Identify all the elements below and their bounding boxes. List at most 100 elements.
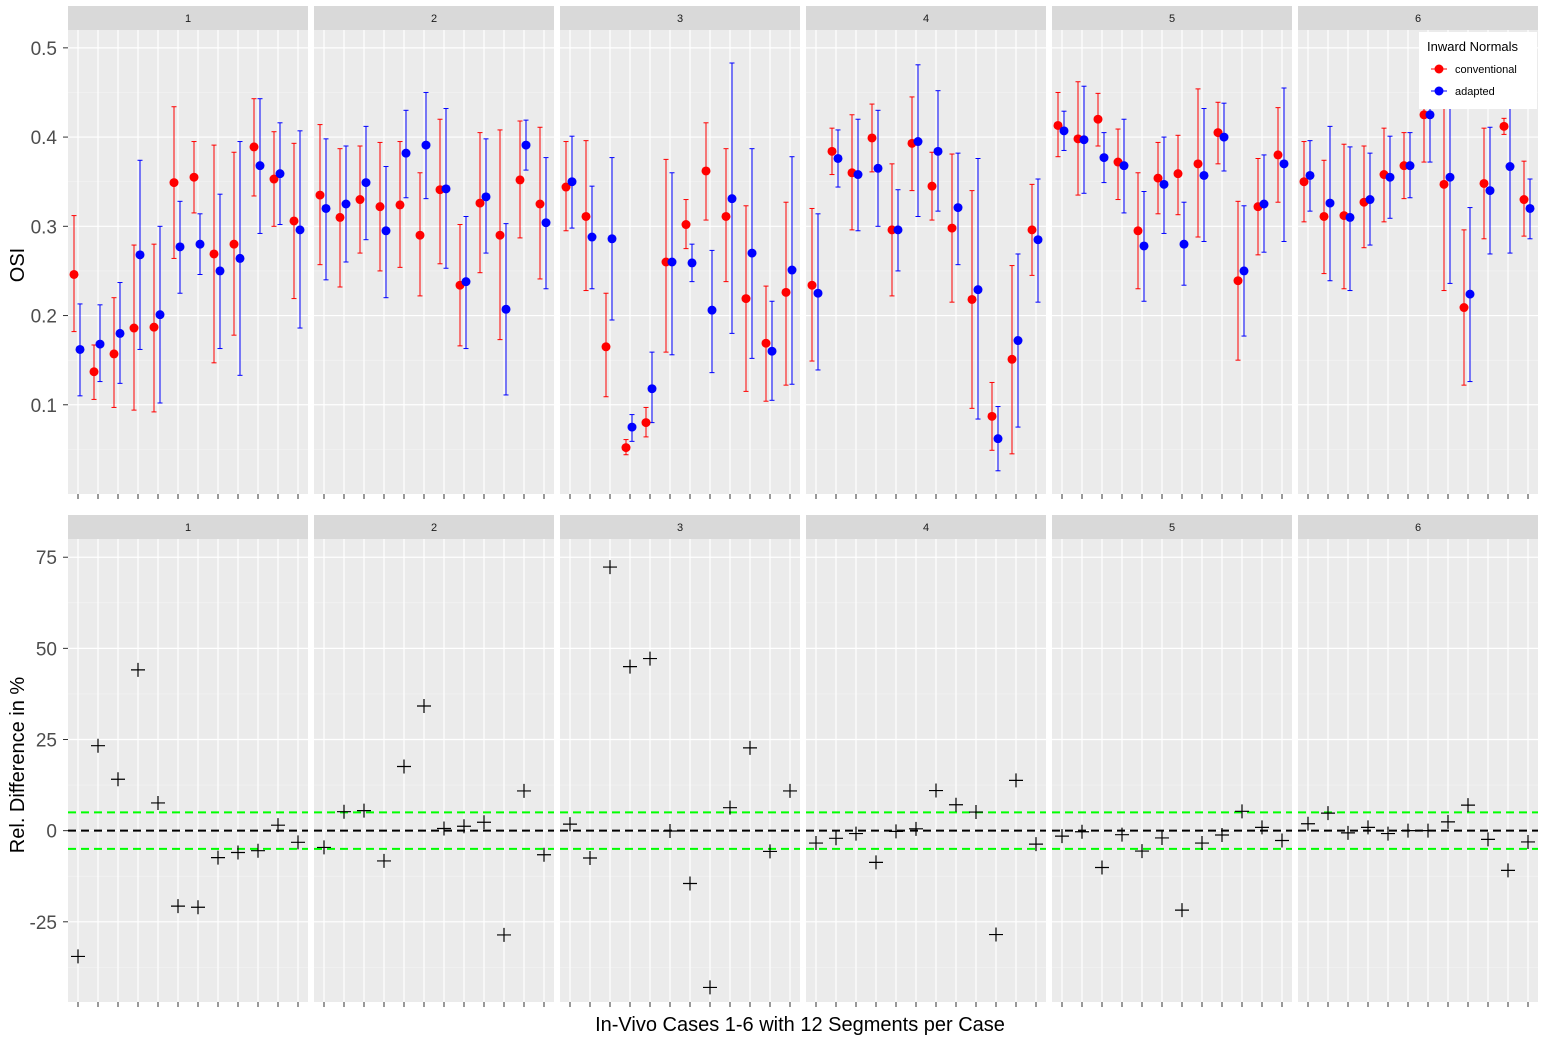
- point-adapted: [727, 194, 737, 204]
- cross-marker: [783, 783, 797, 798]
- cross-marker: [337, 804, 351, 819]
- panel-background: [806, 539, 1046, 1002]
- facet-strip: [314, 515, 554, 539]
- point-adapted: [1059, 126, 1069, 136]
- panel-background: [560, 539, 800, 1002]
- point-conventional: [1519, 195, 1529, 205]
- cross-marker: [583, 850, 597, 865]
- point-adapted: [1239, 266, 1249, 276]
- cross-marker: [417, 698, 431, 713]
- facet-strip-label: 6: [1415, 522, 1421, 534]
- legend-key-conventional: [1434, 64, 1444, 74]
- cross-marker: [563, 817, 577, 832]
- point-conventional: [867, 133, 877, 143]
- cross-marker: [1175, 903, 1189, 918]
- cross-marker: [1235, 804, 1249, 819]
- cross-marker: [131, 662, 145, 677]
- cross-marker: [969, 805, 983, 820]
- panel-background: [560, 30, 800, 494]
- point-conventional: [289, 216, 299, 226]
- point-adapted: [687, 258, 697, 268]
- point-adapted: [893, 225, 903, 235]
- facet-panel-3: 3: [560, 6, 800, 499]
- point-conventional: [761, 338, 771, 348]
- cross-marker: [231, 845, 245, 860]
- cross-marker: [889, 824, 903, 839]
- cross-marker: [663, 824, 677, 839]
- facet-panel-4: 4: [806, 6, 1046, 499]
- point-conventional: [561, 182, 571, 192]
- facet-strip-label: 3: [677, 13, 683, 25]
- point-adapted: [873, 163, 883, 173]
- point-conventional: [1133, 226, 1143, 236]
- y-tick-label: 0.3: [31, 217, 57, 238]
- cross-marker: [1115, 827, 1129, 842]
- cross-marker: [271, 818, 285, 833]
- point-conventional: [741, 294, 751, 304]
- y-tick-label: 75: [36, 548, 57, 569]
- point-conventional: [515, 175, 525, 185]
- cross-marker: [723, 800, 737, 815]
- point-adapted: [175, 242, 185, 252]
- point-adapted: [587, 232, 597, 242]
- point-conventional: [781, 287, 791, 297]
- cross-marker: [1401, 823, 1415, 838]
- point-conventional: [1193, 159, 1203, 169]
- point-conventional: [109, 349, 119, 359]
- panel-background: [68, 539, 308, 1002]
- facet-strip: [314, 6, 554, 30]
- cross-marker: [1215, 828, 1229, 843]
- cross-marker: [377, 853, 391, 868]
- cross-marker: [683, 876, 697, 891]
- panel-background: [806, 30, 1046, 494]
- cross-marker: [111, 772, 125, 787]
- point-adapted: [75, 344, 85, 354]
- point-adapted: [135, 250, 145, 260]
- point-adapted: [501, 304, 511, 314]
- point-conventional: [947, 223, 957, 233]
- cross-marker: [909, 821, 923, 836]
- cross-marker: [829, 831, 843, 846]
- point-conventional: [1479, 178, 1489, 188]
- point-conventional: [1093, 114, 1103, 124]
- cross-marker: [517, 783, 531, 798]
- point-adapted: [1445, 172, 1455, 182]
- y-tick-label: 25: [36, 731, 57, 752]
- point-conventional: [169, 178, 179, 188]
- point-adapted: [913, 137, 923, 147]
- cross-marker: [497, 927, 511, 942]
- legend: Inward Normals conventional adapted: [1419, 32, 1537, 109]
- point-adapted: [235, 253, 245, 263]
- facet-strip-label: 3: [677, 522, 683, 534]
- point-adapted: [993, 434, 1003, 444]
- point-adapted: [215, 266, 225, 276]
- point-adapted: [341, 199, 351, 209]
- point-adapted: [973, 285, 983, 295]
- facet-strip: [1298, 515, 1538, 539]
- panel-background: [314, 30, 554, 494]
- cross-marker: [457, 819, 471, 834]
- facet-strip: [560, 515, 800, 539]
- point-conventional: [129, 323, 139, 333]
- cross-marker: [317, 840, 331, 855]
- y-tick-label: 0.5: [31, 39, 57, 60]
- facet-strip: [806, 6, 1046, 30]
- y-tick-label: 0: [46, 822, 57, 843]
- cross-marker: [809, 836, 823, 851]
- point-adapted: [155, 310, 165, 320]
- point-adapted: [421, 140, 431, 150]
- facet-strip-label: 4: [923, 13, 929, 25]
- facet-panel-3: 3: [560, 515, 800, 1007]
- point-conventional: [601, 342, 611, 352]
- bottom-y-axis-label: Rel. Difference in %: [7, 677, 29, 854]
- facet-strip-label: 5: [1169, 13, 1175, 25]
- cross-marker: [703, 980, 717, 995]
- cross-marker: [291, 835, 305, 850]
- cross-marker: [171, 899, 185, 914]
- cross-marker: [251, 843, 265, 858]
- point-adapted: [461, 277, 471, 287]
- point-adapted: [1179, 239, 1189, 249]
- point-conventional: [1319, 211, 1329, 221]
- point-adapted: [813, 288, 823, 298]
- facet-panel-2: 2: [314, 515, 554, 1007]
